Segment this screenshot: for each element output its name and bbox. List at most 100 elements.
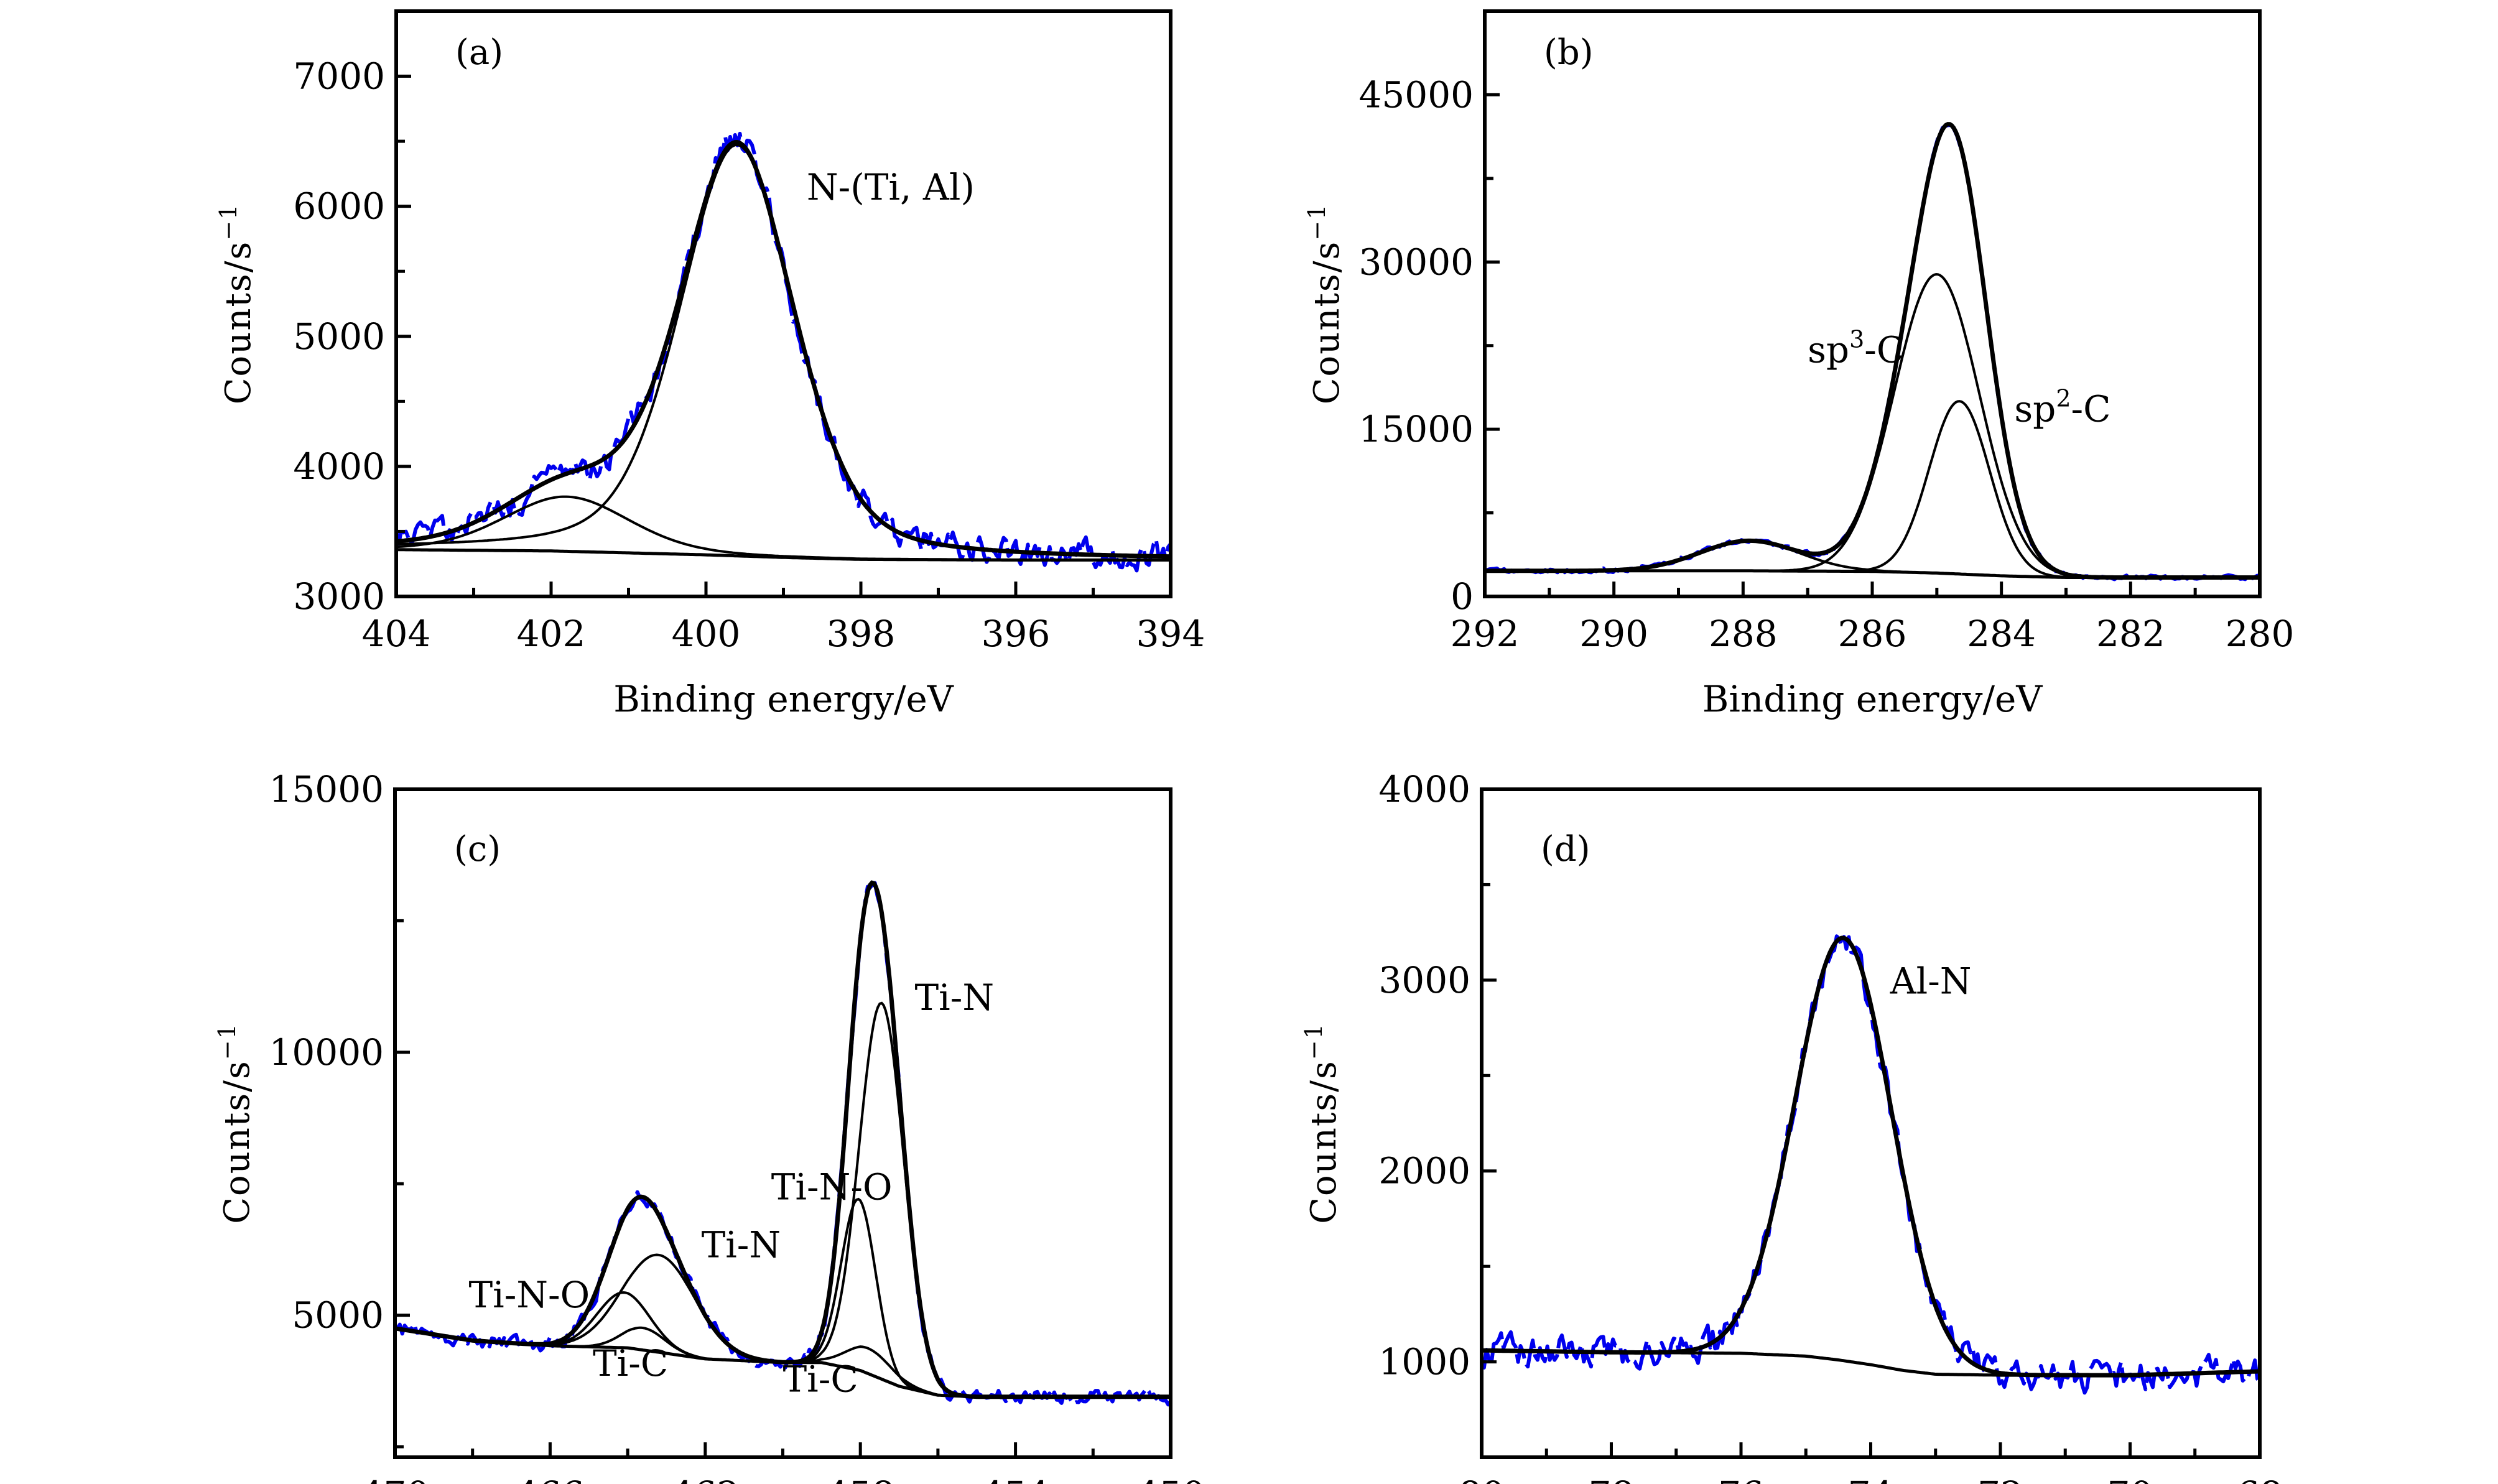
x-tick-label: 470 <box>361 1473 430 1484</box>
plot-area <box>1482 934 2260 1395</box>
component-line-1 <box>1485 272 2260 579</box>
peak-annotation: Ti-C <box>593 1342 668 1384</box>
x-tick-label: 72 <box>1977 1473 2023 1484</box>
y-tick-label: 5000 <box>293 315 385 358</box>
x-tick-label: 454 <box>981 1473 1050 1484</box>
raw-spectrum-line <box>396 131 1171 573</box>
annotation-superscript: 3 <box>1849 326 1864 353</box>
panel-a: 404 402 400 398 396 394 3000 4000 5000 6000 7000 Bi… <box>215 9 1205 720</box>
y-axis-label-unit: Counts/s <box>1304 1060 1344 1224</box>
peak-annotation: Ti-N <box>702 1224 781 1266</box>
annotation-text: Ti-N-O <box>468 1274 590 1316</box>
annotation-text: Al-N <box>1890 960 1972 1002</box>
x-tick-label: 398 <box>827 613 896 655</box>
annotation-suffix: -C <box>2071 388 2111 430</box>
y-axis-label: Counts/s−1 <box>1300 1023 1344 1224</box>
peak-annotation: sp2-C <box>2014 385 2110 430</box>
plot-area <box>1485 122 2260 582</box>
y-tick-label: 45000 <box>1358 73 1474 116</box>
panel-d: 807876747270681000200030004000Binding en… <box>1300 768 2283 1484</box>
panel-label: (b) <box>1544 32 1594 73</box>
panel-label: (a) <box>455 32 503 73</box>
annotation-text: sp <box>2014 388 2056 430</box>
axes-frame <box>393 787 1172 1459</box>
x-tick-label: 76 <box>1718 1473 1764 1484</box>
axes-frame <box>1480 787 2262 1459</box>
panel-c: 47046646245845445050001000015000Binding … <box>213 768 1205 1484</box>
annotation-text: Ti-N <box>702 1224 781 1266</box>
y-axis-label-exponent: −1 <box>1303 203 1330 241</box>
y-tick-label: 10000 <box>269 1031 384 1074</box>
x-tick-label: 396 <box>982 613 1051 655</box>
y-tick-label: 4000 <box>293 445 385 488</box>
x-tick-label: 400 <box>672 613 741 655</box>
x-tick-label: 402 <box>517 613 586 655</box>
peak-annotation: Ti-N-O <box>468 1274 590 1316</box>
panel-label: (c) <box>454 829 501 870</box>
y-tick-label: 7000 <box>293 55 385 98</box>
raw-spectrum-line <box>395 881 1171 1407</box>
x-tick-label: 404 <box>362 613 431 655</box>
y-axis-label: Counts/s−1 <box>215 203 259 405</box>
envelope-fit-line <box>396 139 1171 559</box>
y-axis-label-unit: Counts/s <box>217 1060 258 1224</box>
y-tick-label: 0 <box>1451 575 1474 618</box>
axes-frame <box>1483 9 2262 598</box>
plot-area <box>396 131 1171 573</box>
x-tick-label: 78 <box>1589 1473 1635 1484</box>
x-axis-label: Binding energy/eV <box>613 678 954 720</box>
x-tick-label: 466 <box>516 1473 585 1484</box>
y-axis-label: Counts/s−1 <box>1303 203 1347 405</box>
peak-annotation: N-(Ti, Al) <box>807 166 975 208</box>
envelope-fit-line <box>395 880 1171 1399</box>
panel-b: 292 290 288 286 284 282 280 0 15000 30000 45000 Bin… <box>1303 9 2295 720</box>
y-tick-label: 3000 <box>1378 959 1470 1001</box>
peak-annotation: Ti-N-O <box>771 1166 893 1208</box>
peak-annotation: Ti-C <box>783 1358 858 1400</box>
annotation-text: sp <box>1808 329 1849 371</box>
x-tick-label: 80 <box>1459 1473 1505 1484</box>
x-tick-label: 74 <box>1848 1473 1894 1484</box>
x-tick-label: 290 <box>1579 613 1648 655</box>
x-tick-label: 286 <box>1838 613 1907 655</box>
plot-area <box>395 880 1171 1407</box>
y-tick-label: 3000 <box>293 575 385 618</box>
x-tick-label: 280 <box>2226 613 2295 655</box>
y-tick-label: 15000 <box>1358 408 1474 450</box>
x-tick-label: 282 <box>2096 613 2165 655</box>
x-tick-label: 288 <box>1709 613 1778 655</box>
y-tick-label: 6000 <box>293 185 385 228</box>
y-tick-label: 2000 <box>1378 1150 1470 1192</box>
annotation-text: Ti-C <box>783 1358 858 1400</box>
y-tick-label: 4000 <box>1378 768 1470 810</box>
y-tick-label: 15000 <box>269 768 384 810</box>
y-axis-label-unit: Counts/s <box>218 241 259 405</box>
y-axis-label-exponent: −1 <box>215 203 242 241</box>
y-tick-label: 5000 <box>292 1294 384 1337</box>
annotation-text: Ti-N <box>914 976 994 1019</box>
y-axis-label-exponent: −1 <box>1300 1023 1327 1060</box>
annotation-text: Ti-C <box>593 1342 668 1384</box>
envelope-fit-line <box>1482 935 2260 1378</box>
y-tick-label: 1000 <box>1378 1341 1470 1383</box>
annotation-suffix: -C <box>1864 329 1904 371</box>
component-line-1 <box>396 143 1171 558</box>
annotation-superscript: 2 <box>2056 385 2071 412</box>
peak-annotation: sp3-C <box>1808 326 1904 371</box>
y-axis-label-exponent: −1 <box>213 1023 241 1060</box>
component-line-2 <box>1485 400 2260 579</box>
x-tick-label: 458 <box>826 1473 895 1484</box>
peak-annotation: Al-N <box>1890 960 1972 1002</box>
x-tick-label: 450 <box>1136 1473 1205 1484</box>
panel-label: (d) <box>1541 829 1590 870</box>
x-tick-label: 292 <box>1451 613 1520 655</box>
envelope-fit-line <box>1485 122 2260 580</box>
y-axis-label-unit: Counts/s <box>1307 241 1347 405</box>
x-tick-label: 284 <box>1967 613 2036 655</box>
y-axis-label: Counts/s−1 <box>213 1023 258 1224</box>
x-axis-label: Binding energy/eV <box>1702 678 2043 720</box>
x-tick-label: 68 <box>2237 1473 2283 1484</box>
x-tick-label: 394 <box>1136 613 1205 655</box>
annotation-text: N-(Ti, Al) <box>807 166 975 208</box>
